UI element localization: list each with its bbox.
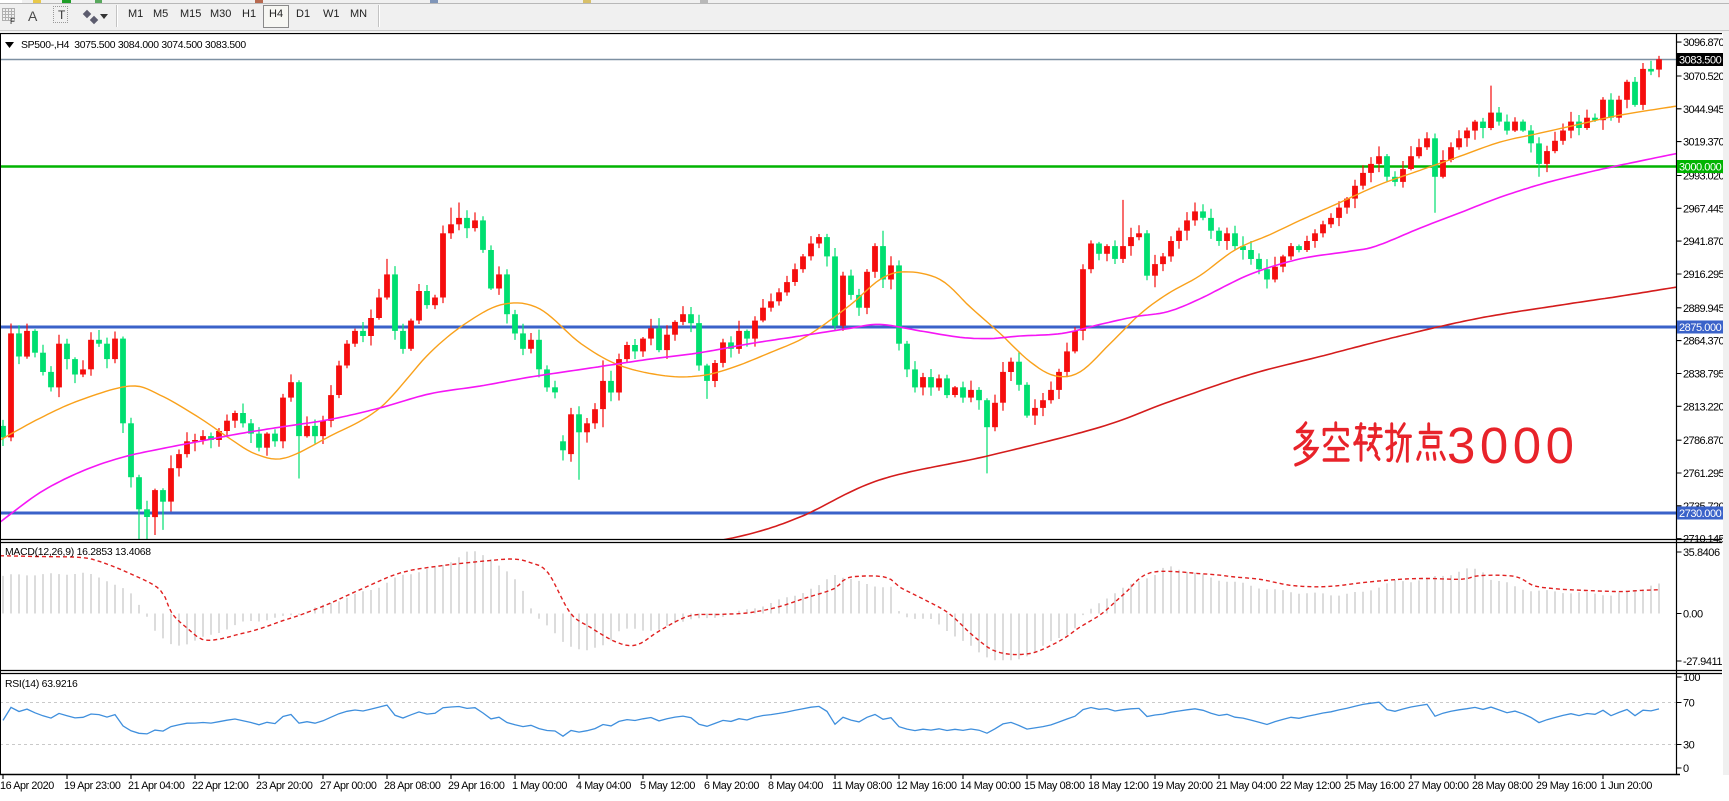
svg-text:2967.445: 2967.445 [1683,203,1725,215]
svg-text:0.00: 0.00 [1683,609,1703,621]
svg-text:3070.520: 3070.520 [1683,71,1725,83]
svg-text:8 May 04:00: 8 May 04:00 [768,780,823,792]
svg-text:2941.870: 2941.870 [1683,236,1725,248]
svg-text:12 May 16:00: 12 May 16:00 [896,780,957,792]
svg-text:6 May 20:00: 6 May 20:00 [704,780,759,792]
svg-text:27 May 00:00: 27 May 00:00 [1408,780,1469,792]
svg-text:21 May 04:00: 21 May 04:00 [1216,780,1277,792]
svg-text:19 May 20:00: 19 May 20:00 [1152,780,1213,792]
svg-text:2813.220: 2813.220 [1683,401,1725,413]
svg-text:2786.870: 2786.870 [1683,435,1725,447]
svg-text:14 May 00:00: 14 May 00:00 [960,780,1021,792]
svg-text:0: 0 [1683,763,1689,775]
svg-text:22 Apr 12:00: 22 Apr 12:00 [192,780,249,792]
svg-text:3000.000: 3000.000 [1679,162,1722,174]
svg-text:18 May 12:00: 18 May 12:00 [1088,780,1149,792]
svg-text:2761.295: 2761.295 [1683,468,1725,480]
svg-text:2730.000: 2730.000 [1679,508,1722,520]
svg-text:27 Apr 00:00: 27 Apr 00:00 [320,780,377,792]
svg-text:3000: 3000 [1447,417,1578,474]
svg-text:1 Jun 20:00: 1 Jun 20:00 [1600,780,1652,792]
svg-text:30: 30 [1683,740,1695,752]
svg-text:19 Apr 23:00: 19 Apr 23:00 [64,780,121,792]
svg-text:-27.9411: -27.9411 [1683,656,1722,668]
svg-text:11 May 08:00: 11 May 08:00 [832,780,892,792]
svg-text:3044.945: 3044.945 [1683,104,1725,116]
svg-text:2993.020: 2993.020 [1683,171,1725,183]
svg-text:2838.795: 2838.795 [1683,369,1725,381]
svg-text:2864.370: 2864.370 [1683,336,1725,348]
svg-text:4 May 04:00: 4 May 04:00 [576,780,631,792]
svg-text:2889.945: 2889.945 [1683,303,1725,315]
svg-text:70: 70 [1683,698,1695,710]
svg-text:3019.370: 3019.370 [1683,137,1725,149]
svg-text:16 Apr 2020: 16 Apr 2020 [0,780,54,792]
svg-text:MACD(12,26,9) 16.2853 13.4068: MACD(12,26,9) 16.2853 13.4068 [5,547,151,558]
svg-text:2916.295: 2916.295 [1683,269,1725,281]
svg-text:RSI(14) 63.9216: RSI(14) 63.9216 [5,679,78,690]
svg-text:SP500-,H4 3075.500 3084.000 3: SP500-,H4 3075.500 3084.000 3074.500 308… [21,40,246,51]
svg-text:22 May 12:00: 22 May 12:00 [1280,780,1341,792]
svg-text:3096.870: 3096.870 [1683,37,1725,49]
svg-text:28 May 08:00: 28 May 08:00 [1472,780,1533,792]
svg-text:100: 100 [1683,672,1700,684]
svg-text:15 May 08:00: 15 May 08:00 [1024,780,1085,792]
svg-text:35.8406: 35.8406 [1683,547,1720,559]
svg-text:23 Apr 20:00: 23 Apr 20:00 [256,780,313,792]
svg-text:25 May 16:00: 25 May 16:00 [1344,780,1405,792]
svg-text:2710.145: 2710.145 [1683,534,1725,546]
svg-text:5 May 12:00: 5 May 12:00 [640,780,695,792]
svg-text:29 May 16:00: 29 May 16:00 [1536,780,1597,792]
svg-text:2875.000: 2875.000 [1679,322,1722,334]
svg-text:29 Apr 16:00: 29 Apr 16:00 [448,780,505,792]
svg-text:1 May 00:00: 1 May 00:00 [512,780,567,792]
svg-text:3083.500: 3083.500 [1679,55,1722,67]
svg-text:21 Apr 04:00: 21 Apr 04:00 [128,780,185,792]
svg-text:28 Apr 08:00: 28 Apr 08:00 [384,780,441,792]
